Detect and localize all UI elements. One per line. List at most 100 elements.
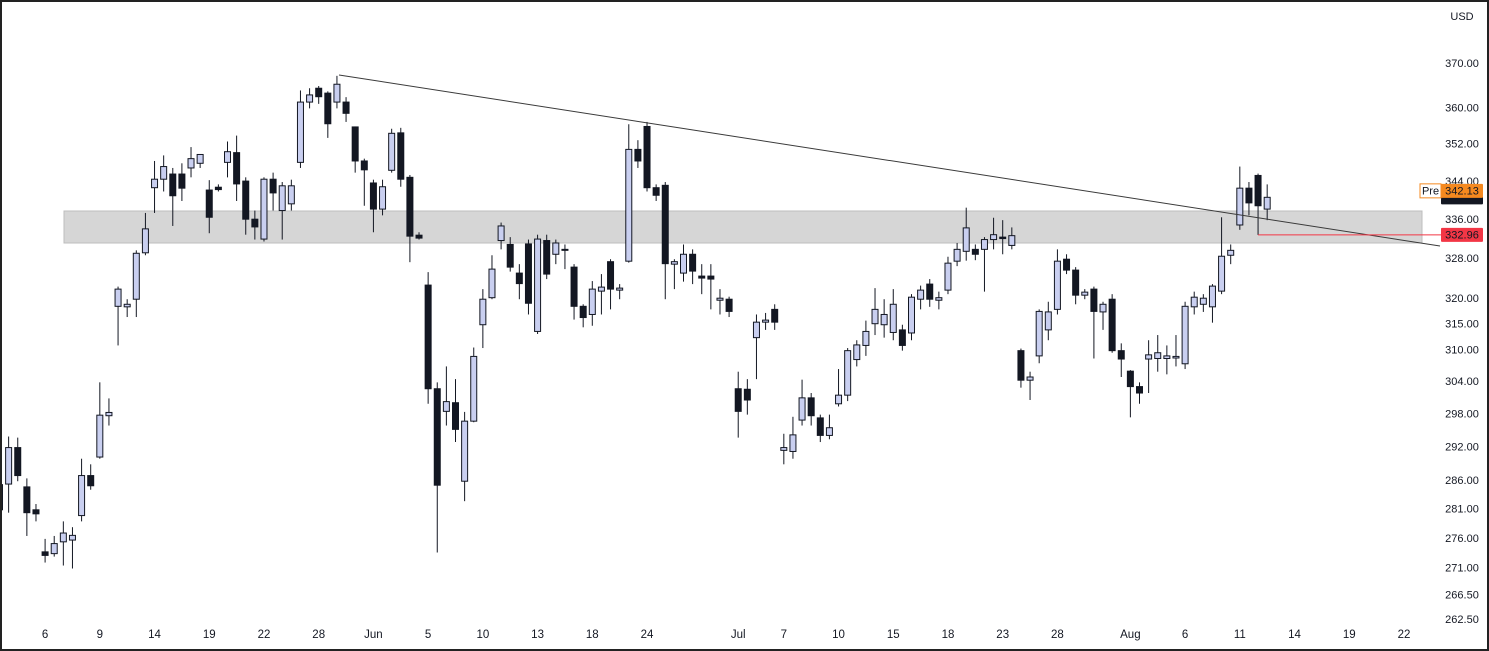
y-tick-label: 276.00 bbox=[1445, 533, 1479, 545]
candle-body bbox=[844, 350, 852, 396]
candle-body bbox=[661, 184, 669, 265]
trend-line bbox=[338, 74, 1441, 247]
candle-body bbox=[306, 94, 314, 103]
candle-body bbox=[743, 388, 751, 401]
candle-body bbox=[105, 411, 113, 417]
candle-body bbox=[835, 394, 843, 405]
candle-body bbox=[789, 434, 797, 452]
y-tick-label: 271.00 bbox=[1445, 562, 1479, 574]
candle-body bbox=[1254, 174, 1262, 207]
y-tick-label: 336.00 bbox=[1445, 214, 1479, 226]
candle-body bbox=[1172, 355, 1180, 359]
candle-body bbox=[196, 153, 204, 164]
candle-body bbox=[853, 344, 861, 361]
candle-body bbox=[898, 329, 906, 346]
candle-body bbox=[999, 236, 1007, 240]
candle-body bbox=[132, 252, 140, 300]
candle-body bbox=[324, 92, 332, 125]
y-tick-label: 315.00 bbox=[1445, 319, 1479, 331]
candle-body bbox=[935, 297, 943, 301]
y-tick-label: 328.00 bbox=[1445, 253, 1479, 265]
candle-body bbox=[424, 284, 432, 390]
candle-body bbox=[1163, 355, 1171, 360]
candle-body bbox=[160, 166, 168, 180]
candle-body bbox=[1126, 370, 1134, 388]
candle-body bbox=[607, 261, 615, 290]
candle-body bbox=[205, 189, 213, 218]
candle-body bbox=[141, 228, 149, 254]
candle-body bbox=[233, 152, 241, 185]
candle-body bbox=[296, 101, 304, 163]
x-tick-label: 19 bbox=[203, 629, 216, 641]
y-tick-label: 262.50 bbox=[1445, 614, 1479, 626]
candle-body bbox=[880, 313, 888, 326]
x-tick-label: 23 bbox=[996, 629, 1009, 641]
candle-body bbox=[32, 509, 40, 515]
candle-body bbox=[214, 186, 222, 191]
candle-body bbox=[643, 125, 651, 189]
candle-body bbox=[707, 275, 715, 280]
candle-body bbox=[41, 551, 49, 556]
candle-body bbox=[917, 289, 925, 300]
x-tick-label: 5 bbox=[425, 629, 431, 641]
candle-body bbox=[597, 286, 605, 292]
x-tick-label: 18 bbox=[586, 629, 599, 641]
price-badge bbox=[1441, 227, 1483, 242]
candle-body bbox=[634, 148, 642, 162]
candle-body bbox=[1154, 352, 1162, 360]
price-badge bbox=[1441, 183, 1483, 198]
candle-body bbox=[87, 475, 95, 487]
candle-body bbox=[506, 243, 514, 268]
candle-body bbox=[1245, 187, 1253, 204]
y-tick-label: 292.00 bbox=[1445, 441, 1479, 453]
candle-body bbox=[78, 475, 86, 517]
candle-body bbox=[652, 187, 660, 196]
x-tick-label: 22 bbox=[1398, 629, 1411, 641]
candle-body bbox=[242, 180, 250, 220]
candle-body bbox=[461, 420, 469, 482]
x-tick-label: 13 bbox=[531, 629, 544, 641]
candle-body bbox=[433, 388, 441, 486]
candle-body bbox=[543, 240, 551, 275]
candle-body bbox=[670, 261, 678, 265]
candle-body bbox=[1236, 187, 1244, 226]
candle-body bbox=[762, 319, 770, 323]
candle-body bbox=[397, 132, 405, 180]
candle-body bbox=[470, 355, 478, 422]
x-tick-label: 22 bbox=[258, 629, 271, 641]
y-tick-label: 360.00 bbox=[1445, 102, 1479, 114]
candle-body bbox=[908, 296, 915, 334]
zone-layer bbox=[63, 210, 1423, 244]
candle-body bbox=[169, 173, 177, 197]
y-tick-label: 320.00 bbox=[1445, 293, 1479, 305]
candle-body bbox=[1218, 255, 1226, 292]
candle-body bbox=[971, 248, 979, 255]
candle-body bbox=[315, 87, 323, 98]
candle-body bbox=[1208, 285, 1216, 308]
candle-body bbox=[415, 234, 423, 239]
x-tick-label: 24 bbox=[641, 629, 654, 641]
candle-body bbox=[488, 268, 496, 299]
time-axis: 6 9 14 19 22 28 Jun 5 10 13 18 24 Jul 7 10 15 18 23 28 Aug 6… bbox=[42, 629, 1410, 641]
candle-body bbox=[96, 414, 104, 458]
x-tick-label: 11 bbox=[1234, 629, 1246, 641]
candle-body bbox=[588, 288, 596, 315]
candle-body bbox=[278, 185, 286, 212]
candle-body bbox=[524, 243, 532, 304]
candle-body bbox=[151, 178, 159, 189]
candle-body bbox=[1017, 350, 1025, 381]
candle-body bbox=[351, 126, 359, 162]
candle-body bbox=[980, 239, 988, 250]
candle-body bbox=[369, 182, 377, 210]
candle-body bbox=[816, 417, 824, 436]
candle-body bbox=[1145, 354, 1153, 360]
x-tick-label: 28 bbox=[1051, 629, 1064, 641]
candle-body bbox=[616, 287, 624, 291]
candle-body bbox=[771, 308, 779, 323]
candle-body bbox=[807, 397, 815, 417]
plot-area bbox=[0, 75, 1271, 569]
candle-body bbox=[889, 303, 897, 333]
candle-body bbox=[379, 186, 387, 210]
